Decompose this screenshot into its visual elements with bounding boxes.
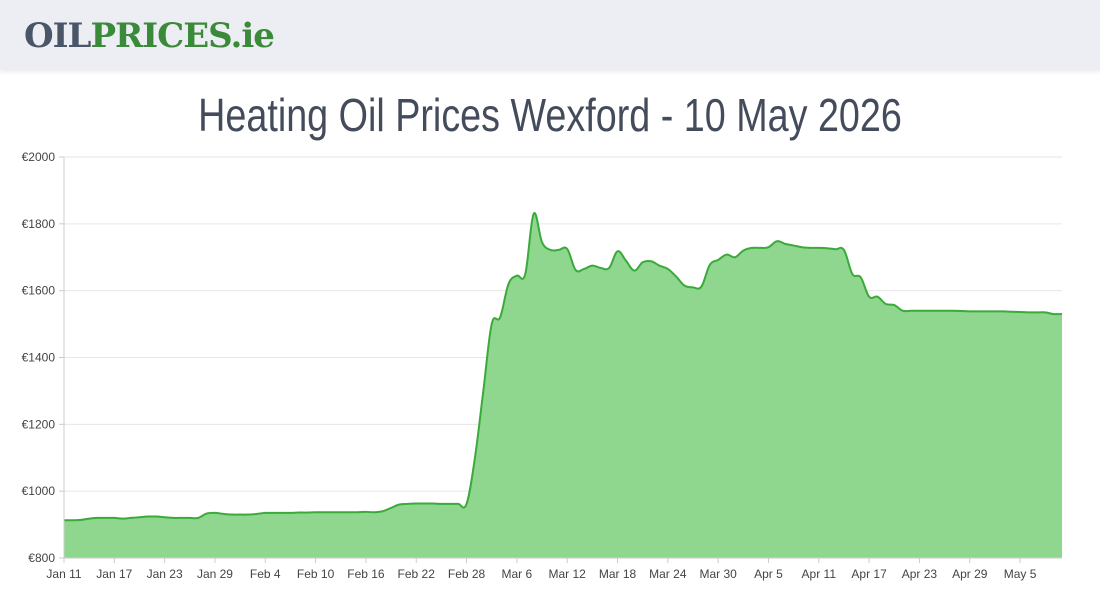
x-tick-label: Jan 17 — [96, 567, 132, 581]
x-tick-label: Mar 6 — [502, 567, 533, 581]
x-tick-label: Jan 11 — [46, 567, 81, 581]
x-tick-label: Feb 4 — [250, 567, 281, 581]
x-tick-label: Jan 29 — [197, 567, 233, 581]
x-tick-label: Feb 22 — [398, 567, 436, 581]
y-tick-label: €800 — [28, 551, 55, 565]
y-tick-label: €1200 — [22, 417, 56, 431]
logo-text-prices: PRICES — [90, 16, 231, 56]
y-tick-label: €1400 — [22, 351, 56, 365]
x-tick-label: Jan 23 — [147, 567, 183, 581]
site-logo[interactable]: OILPRICES.ie — [24, 16, 275, 56]
x-tick-label: Apr 23 — [902, 567, 938, 581]
x-tick-label: Feb 28 — [448, 567, 486, 581]
price-area — [64, 213, 1062, 558]
y-tick-label: €1800 — [22, 217, 56, 231]
x-tick-label: Feb 16 — [347, 567, 385, 581]
x-axis-labels: Jan 11 Jan 17 Jan 23 Jan 29 Feb 4 Feb 10 Feb 1… — [46, 567, 1036, 581]
x-tick-label: Apr 11 — [802, 567, 837, 581]
y-tick-label: €2000 — [22, 150, 56, 164]
x-tick-label: Mar 12 — [549, 567, 587, 581]
x-tick-label: Apr 5 — [754, 567, 783, 581]
y-tick-label: €1000 — [22, 484, 56, 498]
x-tick-label: Apr 29 — [952, 567, 988, 581]
logo-text-ie: .ie — [230, 16, 274, 56]
site-header: OILPRICES.ie — [0, 0, 1100, 70]
x-tick-label: Mar 30 — [699, 567, 737, 581]
x-tick-label: May 5 — [1004, 567, 1037, 581]
x-tick-label: Apr 17 — [851, 567, 887, 581]
price-line — [63, 212, 1063, 522]
x-tick-label: Mar 24 — [649, 567, 687, 581]
logo-text-oil: OIL — [24, 16, 91, 56]
chart-axes — [59, 156, 1062, 563]
y-tick-label: €1600 — [22, 284, 56, 298]
x-tick-label: Feb 10 — [297, 567, 335, 581]
x-tick-label: Mar 18 — [599, 567, 637, 581]
y-axis-labels: €800 €1000 €1200 €1400 €1600 €1800 €2000 — [22, 150, 56, 565]
page-title: Heating Oil Prices Wexford - 10 May 2026 — [198, 89, 902, 141]
chart-area-layer — [63, 212, 1063, 558]
